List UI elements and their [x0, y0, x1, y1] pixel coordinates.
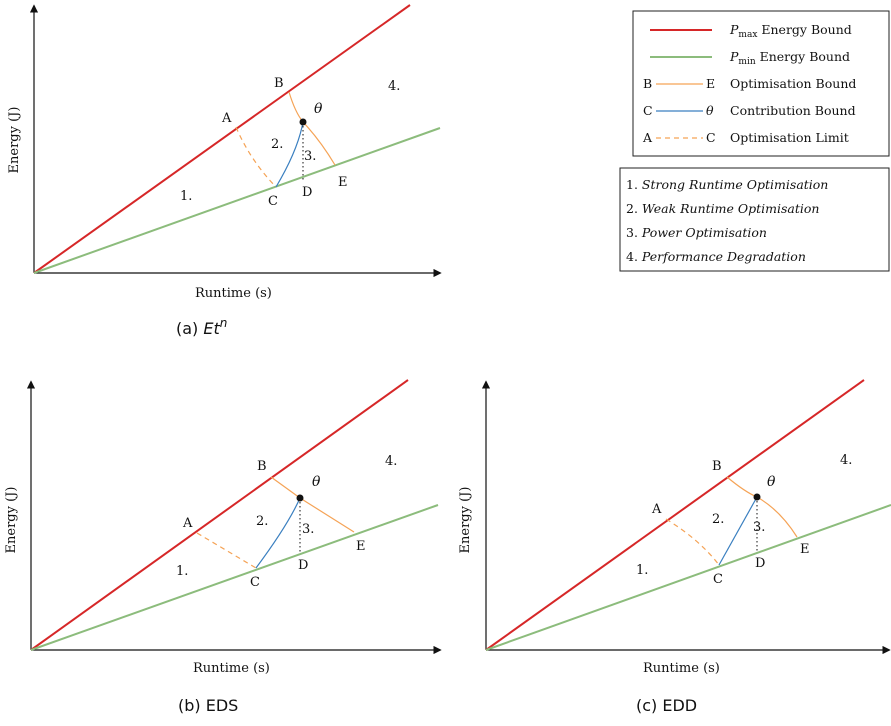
x-axis-label: Runtime (s) [193, 661, 270, 676]
point-label-a: A [182, 516, 193, 531]
point-label-c: C [250, 575, 260, 590]
point-label-b: B [712, 459, 722, 474]
point-label-a: A [221, 111, 232, 126]
pmax-line [30, 379, 409, 651]
region-label-4: 4. [385, 454, 397, 469]
point-label-a: A [651, 502, 662, 517]
optimisation-limit-dashed [235, 126, 277, 188]
region-label-4: 4. [388, 79, 400, 94]
panel-a: A B θ C D E 1. 2. 3. 4. Runtime (s) Ener… [7, 4, 442, 338]
legend-region-4: 4. Performance Degradation [626, 249, 806, 264]
legend-region-1: 1. Strong Runtime Optimisation [626, 177, 828, 192]
region-label-2: 2. [712, 512, 724, 527]
region-label-1: 1. [176, 564, 188, 579]
point-label-d: D [298, 558, 308, 573]
region-label-1: 1. [180, 189, 192, 204]
panel-b: A B θ C D E 1. 2. 3. 4. Runtime (s) Ener… [4, 379, 442, 715]
legend-ctheta-text: Contribution Bound [730, 103, 856, 118]
region-label-3: 3. [304, 149, 316, 164]
optimisation-bound-b-theta [270, 476, 301, 499]
point-label-b: B [274, 76, 284, 91]
contribution-bound [255, 497, 301, 569]
region-label-2: 2. [271, 137, 283, 152]
theta-point [299, 118, 307, 126]
point-label-d: D [755, 556, 765, 571]
pmin-line [30, 504, 439, 651]
caption-b: (b) EDS [178, 696, 238, 715]
legend-ac-text: Optimisation Limit [730, 130, 849, 145]
legend-region-3: 3. Power Optimisation [626, 225, 767, 240]
legend-be-sym-a: B [643, 76, 652, 91]
legend-ctheta-sym-b: θ [706, 103, 714, 118]
pmax-line [485, 379, 865, 651]
legend-be-sym-b: E [706, 76, 715, 91]
legend-ac-sym-b: C [706, 130, 716, 145]
theta-point [296, 494, 304, 502]
caption-c: (c) EDD [636, 696, 697, 715]
point-label-c: C [268, 194, 278, 209]
point-label-c: C [713, 572, 723, 587]
point-label-e: E [338, 175, 348, 190]
region-label-4: 4. [840, 453, 852, 468]
legend-ac-sym-a: A [642, 130, 653, 145]
legend-ctheta-sym-a: C [643, 103, 653, 118]
region-label-3: 3. [302, 522, 314, 537]
legend-pmin-text: Pmin Energy Bound [729, 49, 850, 67]
y-axis-label: Energy (J) [4, 487, 19, 554]
x-axis-label: Runtime (s) [643, 661, 720, 676]
point-label-d: D [302, 185, 312, 200]
pmin-line [485, 504, 891, 651]
point-label-e: E [800, 542, 810, 557]
point-label-theta: θ [312, 474, 321, 490]
caption-a: (a) Etn [176, 316, 227, 338]
legend: Pmax Energy Bound Pmin Energy Bound B E … [619, 10, 890, 272]
point-label-b: B [257, 459, 267, 474]
region-label-1: 1. [636, 563, 648, 578]
panel-c: A B θ C D E 1. 2. 3. 4. Runtime (s) Ener… [458, 379, 891, 715]
y-axis-label: Energy (J) [458, 487, 473, 554]
point-label-e: E [356, 539, 366, 554]
y-axis-label: Energy (J) [7, 107, 22, 174]
legend-pmax-text: Pmax Energy Bound [729, 22, 852, 40]
optimisation-limit-dashed [665, 518, 720, 566]
optimisation-bound-theta-e [299, 497, 355, 533]
optimisation-limit-dashed [196, 532, 257, 569]
region-label-3: 3. [753, 520, 765, 535]
point-label-theta: θ [767, 474, 776, 490]
x-axis-label: Runtime (s) [195, 286, 272, 301]
legend-regions-box [619, 167, 890, 272]
pmax-line [33, 4, 411, 274]
contribution-bound [275, 121, 304, 188]
legend-be-text: Optimisation Bound [730, 76, 856, 91]
point-label-theta: θ [314, 101, 323, 117]
region-label-2: 2. [256, 514, 268, 529]
pmin-line [33, 127, 441, 274]
legend-region-2: 2. Weak Runtime Optimisation [626, 201, 819, 216]
contribution-bound [718, 496, 758, 566]
theta-point [753, 493, 761, 501]
